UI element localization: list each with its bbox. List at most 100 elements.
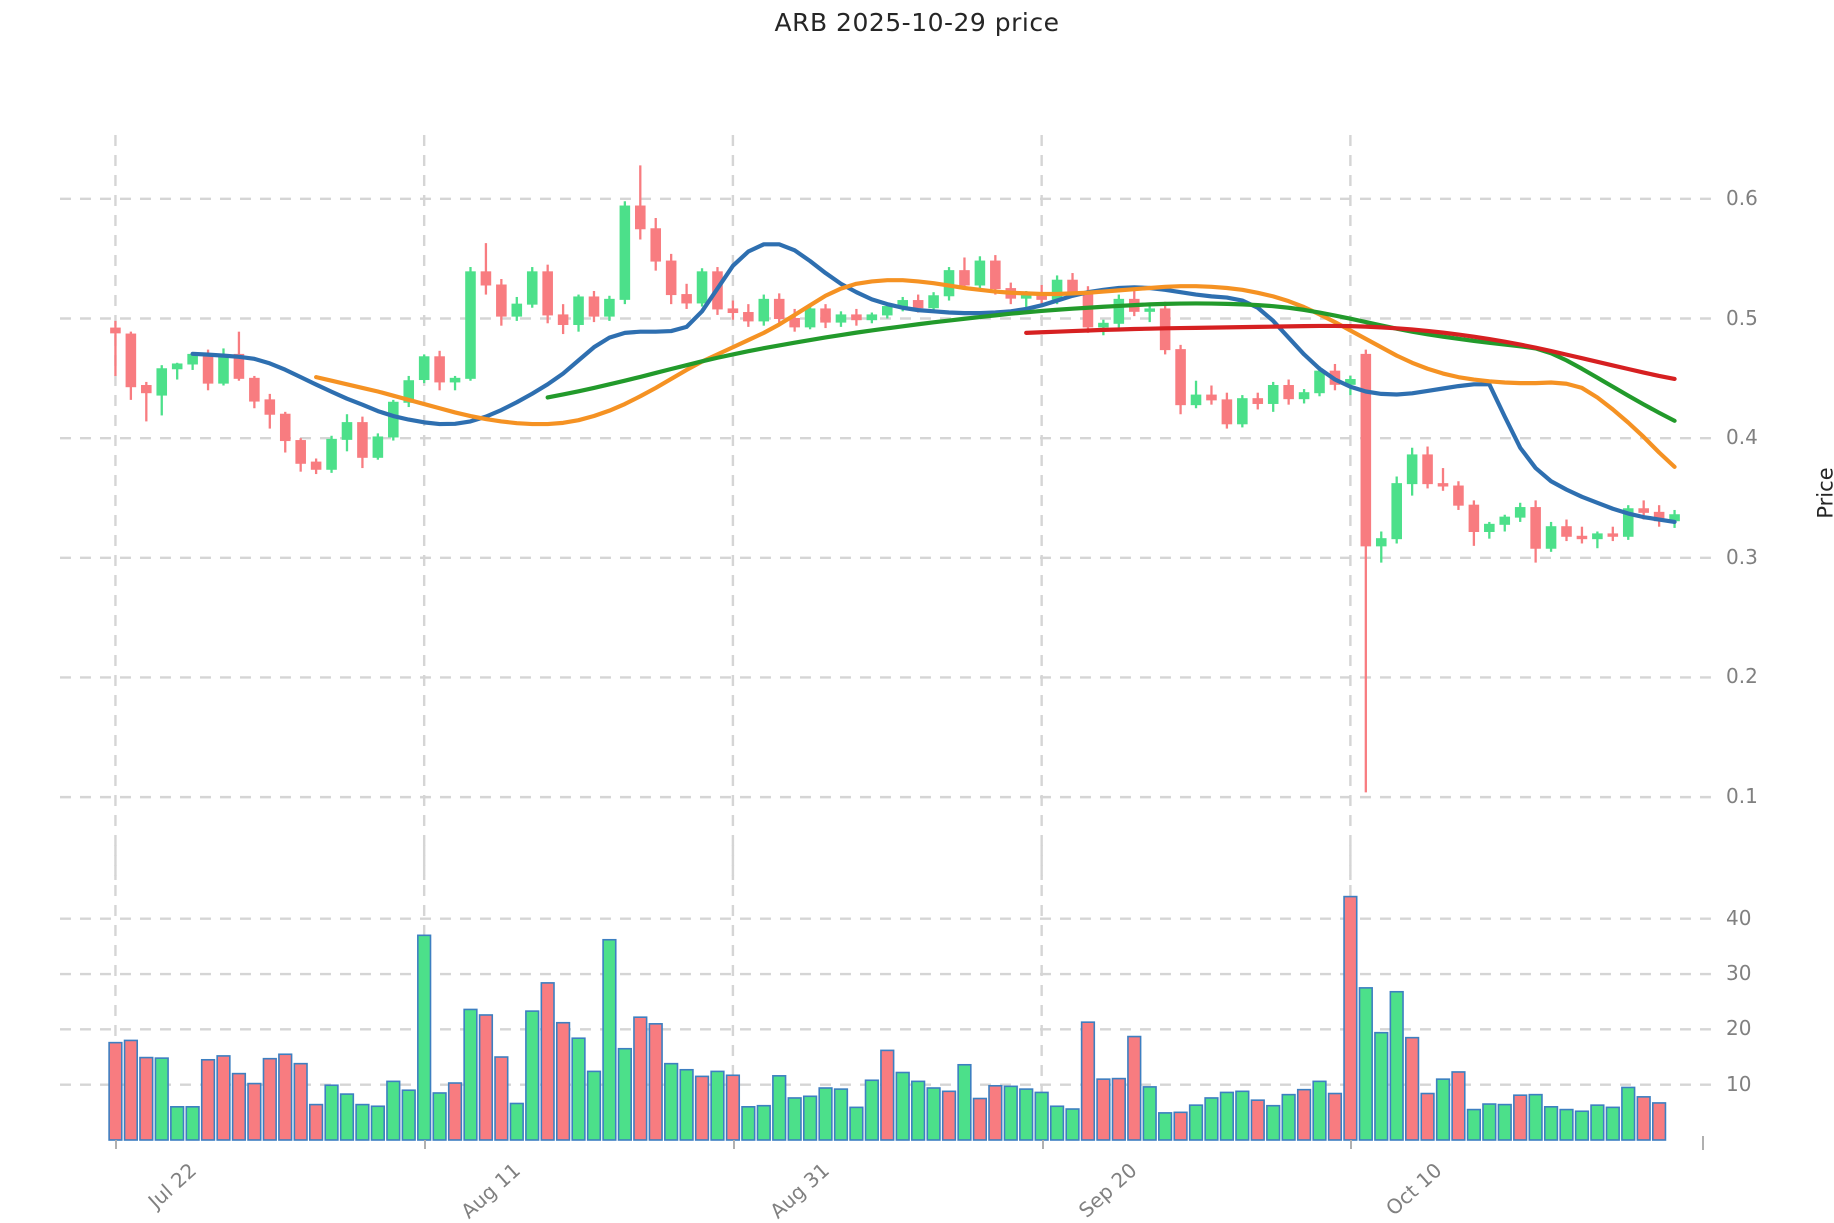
- candle-body: [727, 308, 739, 314]
- price-axis-title: Price: [1813, 467, 1834, 519]
- candle-body: [681, 294, 692, 304]
- candlestick: [635, 165, 646, 240]
- volume-bar: [1420, 1092, 1435, 1141]
- candle-body: [326, 438, 337, 470]
- candlestick: [1607, 526, 1619, 542]
- volume-plot-svg: [60, 845, 1712, 1144]
- volume-bar: [1019, 1088, 1034, 1141]
- volume-bar: [1559, 1108, 1574, 1141]
- candle-body: [418, 356, 430, 381]
- volume-bar: [370, 1105, 385, 1141]
- candlestick: [156, 365, 168, 416]
- candle-body: [233, 353, 245, 379]
- volume-bar: [463, 1008, 478, 1141]
- volume-bar: [108, 1041, 123, 1141]
- candle-body: [773, 298, 785, 320]
- candlestick: [696, 268, 708, 307]
- candle-body: [310, 461, 322, 470]
- candlestick: [1190, 380, 1202, 409]
- price-tick-label: 0.3: [1726, 544, 1758, 569]
- volume-bar: [1451, 1071, 1466, 1141]
- volume-bar: [540, 982, 555, 1141]
- candlestick: [1437, 468, 1449, 491]
- volume-bar: [1034, 1091, 1049, 1141]
- candlestick: [1653, 505, 1665, 527]
- candle-body: [1237, 398, 1248, 425]
- candle-body: [974, 260, 986, 286]
- volume-bar: [972, 1097, 988, 1141]
- volume-bar: [571, 1037, 586, 1141]
- candlestick: [588, 290, 600, 323]
- candle-body: [866, 314, 878, 321]
- candle-body: [511, 303, 523, 317]
- volume-bar: [1528, 1093, 1543, 1141]
- volume-bar: [988, 1084, 1003, 1141]
- candle-body: [1360, 353, 1372, 547]
- candle-body: [295, 440, 306, 464]
- candlestick: [974, 256, 986, 290]
- volume-bar: [1065, 1108, 1080, 1141]
- candle-body: [465, 271, 476, 379]
- volume-bar: [1127, 1035, 1142, 1141]
- candlestick: [496, 279, 507, 326]
- volume-bar: [772, 1075, 787, 1141]
- volume-panel: [60, 845, 1712, 1144]
- volume-bar: [710, 1070, 725, 1141]
- candle-body: [588, 296, 600, 317]
- x-axis-tick: [1350, 1140, 1353, 1149]
- volume-bar: [386, 1080, 401, 1141]
- candle-body: [1314, 370, 1325, 394]
- volume-bar: [1281, 1093, 1296, 1141]
- candlestick: [1514, 502, 1526, 522]
- volume-bar: [602, 938, 617, 1141]
- candle-body: [496, 284, 507, 317]
- candlestick: [1221, 392, 1233, 429]
- candlestick: [681, 283, 692, 309]
- volume-bar: [278, 1053, 293, 1141]
- price-tick-label: 0.4: [1726, 425, 1758, 450]
- candlestick: [1298, 389, 1310, 404]
- moving-average-line: [1024, 323, 1677, 382]
- volume-bar: [447, 1082, 463, 1141]
- candlestick: [295, 438, 306, 472]
- candlestick: [1592, 531, 1603, 549]
- volume-bar: [1080, 1021, 1096, 1141]
- candle-body: [990, 260, 1001, 290]
- volume-bar: [494, 1056, 509, 1141]
- x-axis-label: Aug 31: [765, 1158, 834, 1223]
- volume-bar: [1374, 1031, 1389, 1141]
- price-panel: [60, 135, 1712, 880]
- candlestick: [619, 201, 631, 305]
- volume-bar: [1605, 1106, 1620, 1141]
- moving-average-line: [190, 242, 1677, 525]
- candle-body: [1561, 526, 1572, 537]
- candlestick: [141, 381, 152, 422]
- candle-body: [264, 399, 276, 415]
- candlestick: [1098, 319, 1109, 336]
- candlestick: [990, 255, 1001, 295]
- candle-body: [881, 306, 893, 316]
- candlestick: [480, 243, 492, 295]
- candlestick: [1206, 385, 1217, 405]
- volume-bar: [432, 1092, 447, 1141]
- volume-bar: [849, 1106, 864, 1141]
- moving-average-line: [314, 278, 1677, 469]
- volume-bar: [941, 1090, 957, 1141]
- candle-body: [1499, 516, 1511, 525]
- candlestick: [1576, 526, 1588, 544]
- candlestick: [1391, 476, 1402, 544]
- candle-body: [696, 271, 708, 304]
- price-tick-label: 0.5: [1726, 305, 1758, 330]
- price-tick-label: 0.2: [1726, 664, 1758, 689]
- volume-bar: [170, 1106, 185, 1141]
- candle-body: [1514, 507, 1526, 518]
- candlestick: [1144, 304, 1155, 323]
- candle-body: [542, 271, 553, 316]
- candlestick: [465, 267, 476, 381]
- candlestick: [249, 375, 260, 409]
- volume-bar: [1574, 1110, 1590, 1141]
- volume-bar: [1266, 1104, 1281, 1141]
- candle-body: [125, 333, 137, 388]
- candle-body: [1607, 533, 1619, 537]
- candle-body: [249, 377, 260, 402]
